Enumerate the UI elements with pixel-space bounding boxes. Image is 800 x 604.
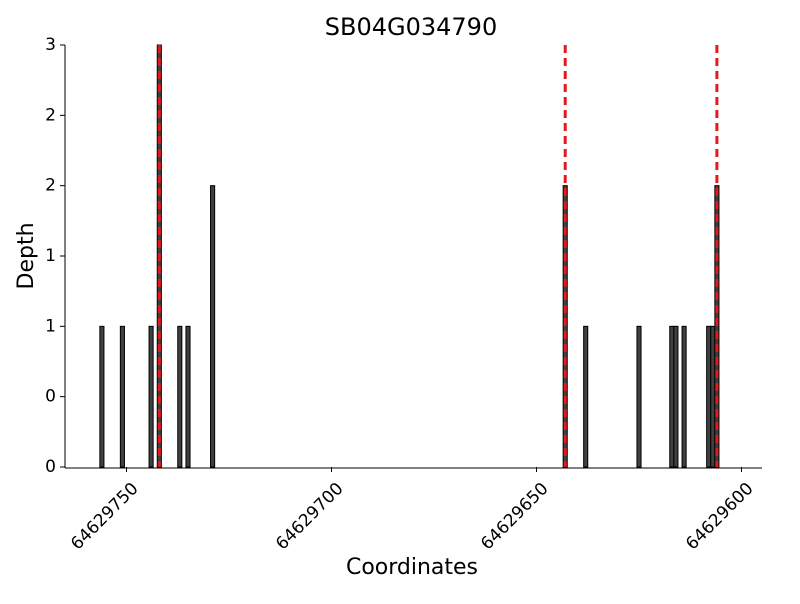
bar <box>673 325 679 468</box>
bar <box>583 325 589 468</box>
bar <box>210 185 216 468</box>
y-tick-label: 2 <box>45 105 56 125</box>
bar <box>99 325 105 468</box>
x-tick-label: 64629650 <box>477 479 552 554</box>
x-axis-label: Coordinates <box>346 555 478 580</box>
bar <box>706 325 712 468</box>
bar <box>119 325 125 468</box>
bar <box>148 325 154 468</box>
y-axis-label: Depth <box>14 222 39 289</box>
bar <box>636 325 642 468</box>
bar <box>177 325 183 468</box>
y-tick-label: 3 <box>45 35 56 55</box>
y-tick-label: 2 <box>45 176 56 196</box>
y-tick-label: 1 <box>45 246 56 266</box>
bar <box>681 325 687 468</box>
x-tick-label: 64629600 <box>682 479 757 554</box>
y-tick-label: 0 <box>45 457 56 477</box>
bar <box>710 325 716 468</box>
bar <box>185 325 191 468</box>
bar <box>669 325 675 468</box>
x-tick-label: 64629700 <box>272 479 347 554</box>
y-tick-label: 0 <box>45 387 56 407</box>
y-tick-label: 1 <box>45 316 56 336</box>
x-tick-label: 64629750 <box>67 479 142 554</box>
chart-title: SB04G034790 <box>325 13 497 41</box>
